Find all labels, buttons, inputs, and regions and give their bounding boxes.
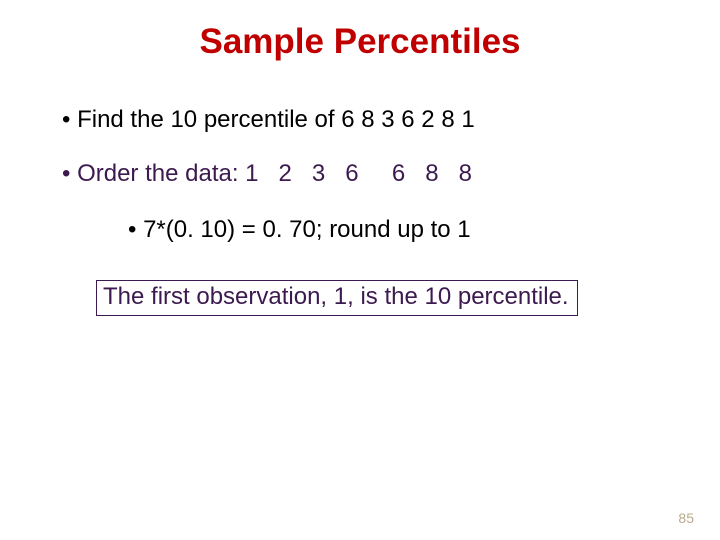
page-number: 85	[678, 510, 694, 526]
slide-title: Sample Percentiles	[0, 0, 720, 80]
bullet-order-data: • Order the data: 1 2 3 6 6 8 8	[0, 134, 720, 188]
bullet-calculation: • 7*(0. 10) = 0. 70; round up to 1	[0, 188, 720, 244]
bullet-find-percentile: • Find the 10 percentile of 6 8 3 6 2 8 …	[0, 80, 720, 134]
answer-box: The first observation, 1, is the 10 perc…	[96, 280, 578, 316]
answer-box-wrap: The first observation, 1, is the 10 perc…	[0, 244, 720, 316]
